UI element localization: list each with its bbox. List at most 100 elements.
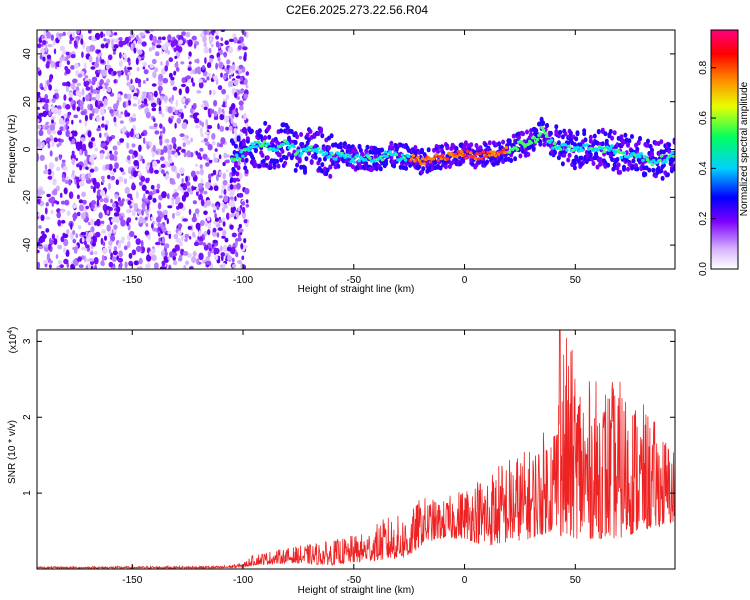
noise-speckle <box>56 143 60 148</box>
ridge-core <box>233 158 237 162</box>
noise-speckle <box>77 73 83 78</box>
noise-speckle <box>139 32 145 37</box>
noise-speckle <box>189 191 194 195</box>
noise-speckle <box>85 94 90 102</box>
noise-speckle <box>167 34 172 42</box>
ridge-core <box>299 151 304 155</box>
noise-speckle <box>208 222 211 229</box>
noise-speckle <box>63 125 66 132</box>
ridge-halo <box>249 128 254 134</box>
noise-speckle <box>219 245 223 252</box>
ridge-core <box>422 162 427 166</box>
noise-speckle <box>135 57 139 66</box>
noise-speckle <box>108 136 113 141</box>
figure-title: C2E6.2025.273.22.56.R04 <box>286 3 428 17</box>
noise-speckle <box>243 112 247 121</box>
noise-speckle <box>149 64 154 69</box>
ridge-halo <box>497 141 502 147</box>
ridge-core <box>355 154 360 158</box>
noise-speckle <box>103 197 109 204</box>
ridge-core <box>500 151 504 155</box>
noise-speckle <box>81 88 85 96</box>
noise-speckle <box>85 166 89 170</box>
noise-speckle <box>41 43 44 47</box>
noise-speckle <box>225 94 230 100</box>
ridge-halo <box>501 139 506 145</box>
noise-speckle <box>203 46 209 54</box>
ridge-core <box>479 157 484 161</box>
ridge-core <box>403 158 408 162</box>
ridge-halo <box>244 168 249 174</box>
noise-speckle <box>111 39 114 48</box>
noise-speckle <box>194 124 200 129</box>
noise-speckle <box>78 264 84 268</box>
ridge-halo <box>325 167 330 173</box>
ridge-core <box>549 138 554 142</box>
noise-speckle <box>76 194 80 200</box>
noise-speckle <box>230 188 235 195</box>
noise-speckle <box>222 172 227 180</box>
noise-speckle <box>52 178 57 186</box>
ridge-halo <box>575 130 580 136</box>
noise-speckle <box>42 56 46 62</box>
noise-speckle <box>161 249 166 257</box>
noise-speckle <box>51 140 55 148</box>
noise-speckle <box>217 85 223 91</box>
noise-speckle <box>151 223 154 229</box>
noise-speckle <box>137 98 141 105</box>
noise-speckle <box>48 243 51 251</box>
ridge-core <box>380 158 385 162</box>
noise-speckle <box>212 89 216 96</box>
noise-speckle <box>118 239 125 244</box>
ridge-halo <box>272 162 277 168</box>
noise-speckle <box>84 148 88 157</box>
noise-speckle <box>142 158 145 164</box>
noise-speckle <box>151 83 157 87</box>
noise-speckle <box>188 51 192 57</box>
noise-speckle <box>117 257 124 263</box>
noise-speckle <box>73 258 78 266</box>
noise-speckle <box>170 181 176 185</box>
noise-speckle <box>161 260 166 267</box>
ridge-halo <box>420 147 424 153</box>
noise-speckle <box>70 83 74 89</box>
ridge-core <box>292 145 296 149</box>
snr-marks <box>37 330 675 569</box>
noise-speckle <box>145 165 150 171</box>
ridge-core <box>469 151 473 155</box>
noise-speckle <box>238 228 244 233</box>
ridge-halo <box>263 120 268 126</box>
noise-speckle <box>237 207 241 212</box>
noise-speckle <box>183 191 189 198</box>
noise-speckle <box>63 113 68 119</box>
noise-speckle <box>95 181 101 189</box>
noise-speckle <box>73 246 78 254</box>
noise-speckle <box>230 80 233 88</box>
noise-speckle <box>100 31 104 39</box>
noise-speckle <box>211 203 215 208</box>
noise-speckle <box>221 254 224 262</box>
noise-speckle <box>222 244 228 253</box>
noise-speckle <box>178 257 183 262</box>
noise-speckle <box>60 236 65 243</box>
noise-speckle <box>118 176 124 183</box>
noise-speckle <box>126 241 131 249</box>
noise-speckle <box>172 39 179 46</box>
noise-speckle <box>57 130 63 136</box>
ridge-core <box>526 142 530 146</box>
noise-speckle <box>202 259 206 264</box>
noise-speckle <box>177 223 183 229</box>
noise-speckle <box>80 137 86 142</box>
ridge-core <box>428 160 433 164</box>
noise-speckle <box>193 112 198 120</box>
ridge-core <box>472 154 476 158</box>
noise-speckle <box>199 164 203 169</box>
noise-speckle <box>168 264 172 269</box>
noise-speckle <box>159 138 163 146</box>
noise-speckle <box>62 31 66 36</box>
noise-speckle <box>91 241 96 247</box>
noise-speckle <box>160 163 166 168</box>
ridge-core <box>254 145 259 149</box>
noise-speckle <box>85 264 89 269</box>
x-tick-label: 0 <box>462 275 468 286</box>
